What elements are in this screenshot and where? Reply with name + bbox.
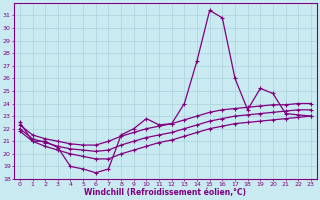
X-axis label: Windchill (Refroidissement éolien,°C): Windchill (Refroidissement éolien,°C) <box>84 188 246 197</box>
